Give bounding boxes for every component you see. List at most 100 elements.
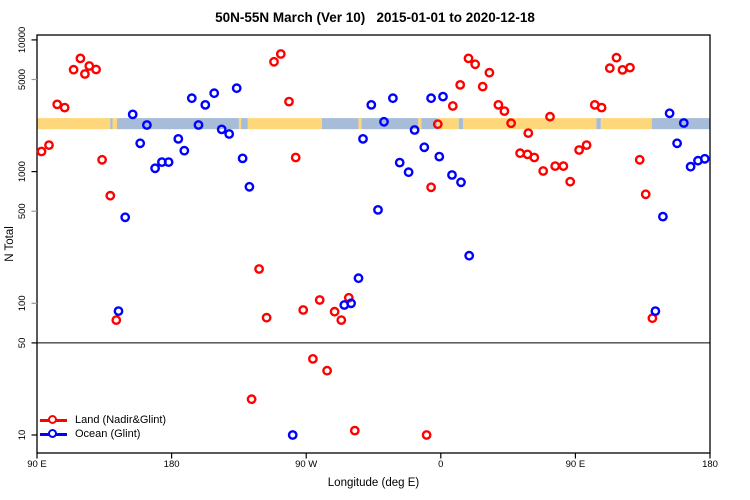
data-point-ocean — [224, 129, 235, 139]
data-point-ocean — [193, 120, 204, 130]
data-point-land — [470, 59, 481, 70]
y-tick-label: 5000 — [17, 69, 28, 90]
legend-row: Ocean (Glint) — [40, 427, 166, 441]
band-segment-land — [37, 118, 111, 130]
data-point-land — [80, 69, 90, 79]
data-point-ocean — [419, 142, 430, 153]
y-tick-label: 500 — [17, 203, 28, 219]
data-point-ocean — [216, 124, 227, 135]
data-point-land — [105, 190, 116, 201]
data-point-land — [269, 56, 279, 67]
data-point-land — [617, 65, 628, 75]
x-tick-label: 90 W — [295, 459, 317, 470]
band-segment-ocean — [361, 118, 419, 130]
chart-title: 50N-55N March (Ver 10) 2015-01-01 to 202… — [215, 10, 535, 25]
surface-band — [37, 118, 710, 130]
data-point-land — [246, 394, 257, 405]
data-point-ocean — [287, 430, 298, 440]
band-segment-ocean — [321, 118, 359, 130]
band-segment-land — [238, 118, 242, 130]
data-point-land — [52, 99, 63, 110]
data-point-land — [634, 154, 645, 165]
data-point-ocean — [163, 157, 174, 168]
data-point-land — [455, 80, 466, 90]
data-point-land — [68, 64, 79, 75]
plot-box — [36, 34, 711, 454]
band-segment-ocean — [110, 118, 113, 130]
data-point-land — [565, 176, 576, 187]
data-point-land — [44, 140, 54, 151]
data-point-ocean — [379, 116, 389, 127]
data-point-ocean — [141, 120, 152, 130]
y-tick-label: 50 — [17, 338, 28, 349]
band-segment-land — [437, 118, 459, 130]
data-point-land — [499, 106, 510, 117]
data-point-land — [298, 305, 309, 315]
legend-label: Land (Nadir&Glint) — [75, 414, 167, 426]
data-point-land — [604, 63, 615, 74]
legend-label: Ocean (Glint) — [75, 428, 141, 440]
data-point-land — [484, 67, 495, 78]
legend-marker-icon — [40, 414, 67, 424]
data-point-land — [421, 430, 432, 440]
data-point-land — [322, 365, 332, 376]
data-point-land — [523, 128, 534, 139]
data-point-ocean — [186, 93, 197, 104]
data-point-land — [329, 306, 340, 317]
data-point-ocean — [179, 145, 190, 156]
data-point-land — [545, 111, 555, 122]
data-point-ocean — [113, 306, 124, 316]
data-point-ocean — [209, 88, 220, 99]
data-point-land — [447, 101, 458, 111]
data-point-ocean — [244, 181, 255, 192]
x-tick-label: 90 E — [27, 459, 47, 470]
data-point-ocean — [678, 118, 689, 128]
data-point-ocean — [699, 153, 710, 164]
data-point-ocean — [237, 153, 248, 164]
x-tick-label: 180 — [702, 459, 718, 470]
legend-marker-icon — [40, 428, 67, 438]
data-point-ocean — [346, 298, 356, 309]
data-point-land — [581, 140, 592, 151]
data-point-ocean — [464, 250, 475, 261]
data-point-ocean — [426, 93, 436, 104]
band-segment-land — [418, 118, 422, 130]
data-point-land — [550, 161, 561, 172]
data-point-land — [111, 315, 122, 325]
data-point-land — [290, 152, 301, 163]
y-tick-label: 100 — [17, 295, 28, 311]
band-segment-ocean — [596, 118, 601, 130]
data-point-land — [261, 312, 272, 323]
band-segment-land — [112, 118, 118, 130]
data-point-ocean — [664, 108, 675, 119]
data-point-ocean — [403, 167, 414, 178]
data-point-ocean — [200, 100, 211, 110]
data-point-land — [426, 182, 436, 193]
band-segment-land — [358, 118, 362, 130]
band-segment-land — [463, 118, 597, 130]
data-point-ocean — [366, 100, 377, 110]
data-point-land — [314, 295, 325, 305]
data-point-ocean — [387, 93, 398, 104]
data-point-land — [59, 102, 70, 113]
data-point-land — [97, 154, 108, 165]
legend: Land (Nadir&Glint) Ocean (Glint) — [40, 413, 166, 441]
band-segment-ocean — [241, 118, 248, 130]
data-point-land — [254, 264, 265, 274]
data-point-land — [611, 52, 622, 63]
data-point-ocean — [438, 91, 448, 102]
x-tick-label: 90 E — [566, 459, 586, 470]
data-point-land — [284, 96, 294, 107]
data-point-land — [529, 152, 540, 163]
data-point-land — [275, 49, 286, 59]
band-segment-land — [600, 118, 652, 130]
data-point-ocean — [353, 273, 364, 284]
data-point-land — [463, 53, 474, 64]
data-point-ocean — [409, 125, 420, 135]
data-point-ocean — [685, 161, 696, 172]
data-point-ocean — [120, 212, 131, 223]
x-axis-title: Longitude (deg E) — [328, 477, 420, 489]
data-point-land — [506, 118, 516, 129]
